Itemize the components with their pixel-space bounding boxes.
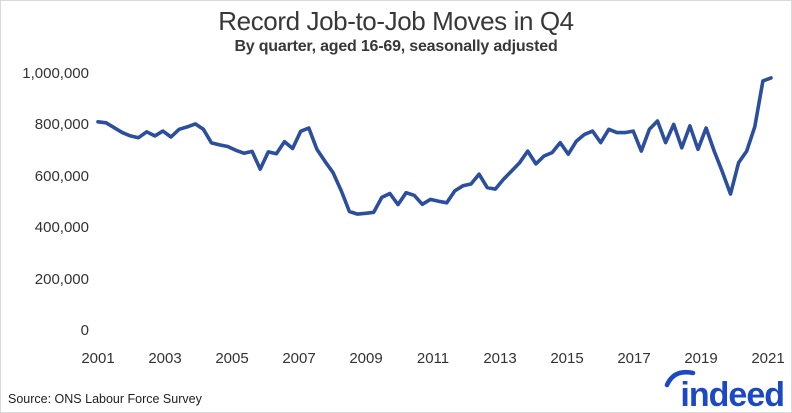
x-axis-tick: 2011 (416, 350, 450, 367)
x-axis-tick: 2005 (215, 350, 249, 367)
x-axis-tick: 2019 (684, 350, 718, 367)
y-axis-tick: 800,000 (34, 116, 89, 134)
x-axis-tick: 2007 (282, 350, 316, 367)
chart-title: Record Job-to-Job Moves in Q4 (218, 6, 574, 36)
indeed-logo: indeed (663, 365, 787, 412)
x-axis-tick: 2001 (81, 350, 115, 367)
source-note: Source: ONS Labour Force Survey (8, 392, 202, 406)
x-axis-tick: 2015 (550, 350, 584, 367)
y-axis-tick: 1,000,000 (22, 65, 89, 82)
swoosh-icon (664, 369, 696, 388)
x-axis-tick: 2021 (751, 350, 785, 367)
x-axis-tick: 2009 (349, 350, 383, 367)
data-line (96, 76, 773, 216)
chart-subtitle: By quarter, aged 16-69, seasonally adjus… (234, 38, 558, 55)
y-axis-tick: 400,000 (34, 219, 89, 237)
y-axis-tick: 200,000 (34, 270, 89, 288)
x-axis-tick: 2017 (617, 350, 651, 367)
y-axis-tick: 0 (80, 322, 89, 339)
x-axis-tick: 2003 (148, 350, 182, 367)
brand-wordmark: indeed (680, 376, 784, 411)
x-axis-tick: 2013 (483, 350, 517, 367)
y-axis-tick: 600,000 (34, 167, 89, 185)
